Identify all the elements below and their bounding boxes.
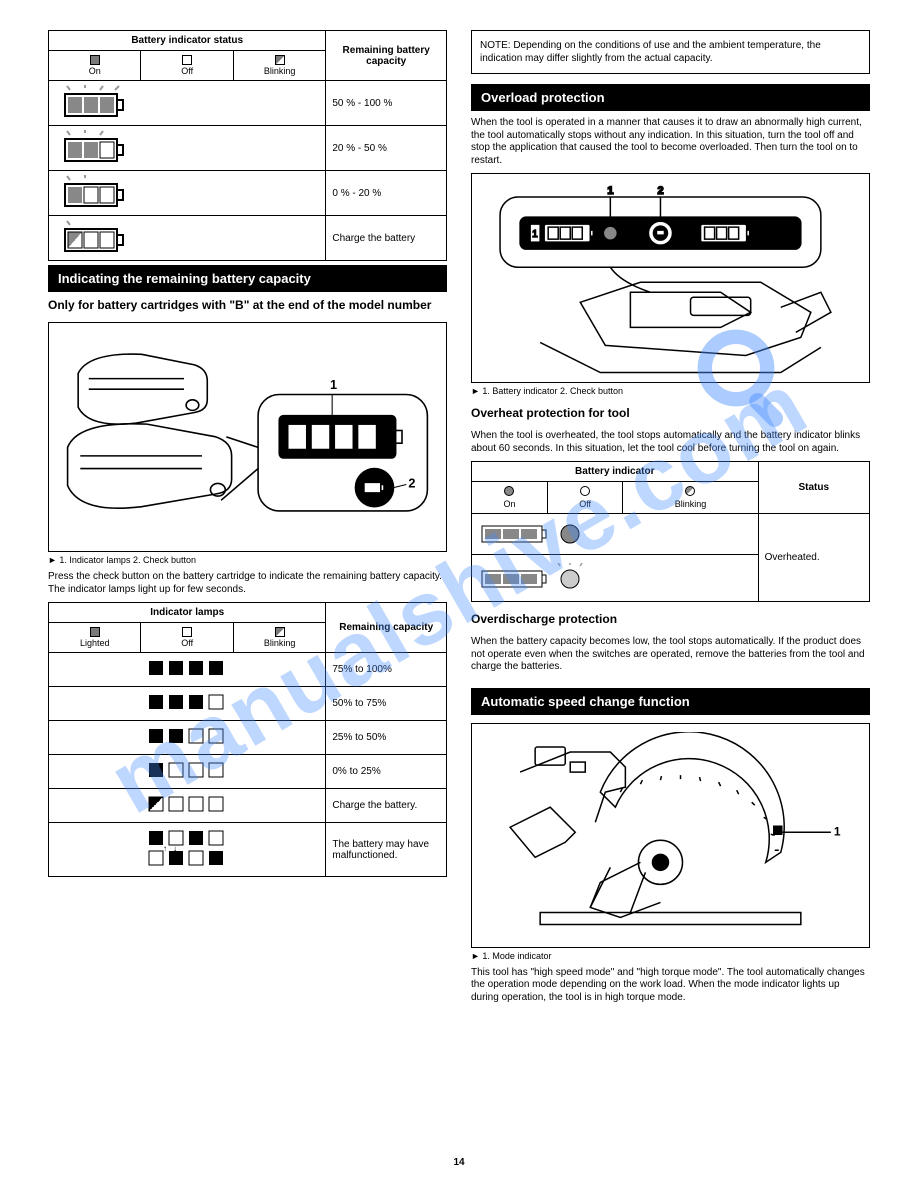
- table1-capacity-cell: 20 % - 50 %: [326, 126, 447, 171]
- table2-row: 50% to 75%: [49, 687, 447, 721]
- battery-icon: [55, 130, 135, 166]
- legend-on-label: On: [55, 66, 134, 76]
- table2-cap: 0% to 25%: [326, 755, 447, 789]
- overdischarge-para: When the battery capacity becomes low, t…: [471, 636, 870, 674]
- overdischarge-title: Overdischarge protection: [471, 612, 870, 626]
- battery-indicator-icon: [480, 522, 590, 546]
- legend-off-icon: [182, 55, 192, 65]
- battery-status-table: Battery indicator status Remaining batte…: [48, 30, 447, 261]
- table1-header-capacity: Remaining battery capacity: [326, 31, 447, 81]
- auto-speed-section-title: Automatic speed change function: [471, 688, 870, 715]
- overheat-title: Overheat protection for tool: [471, 406, 870, 420]
- left-column: Battery indicator status Remaining batte…: [48, 30, 447, 1010]
- battery-indicator-blink-icon: [480, 563, 590, 593]
- table2-header-capacity: Remaining capacity: [326, 603, 447, 653]
- svg-text:1: 1: [607, 185, 613, 197]
- table3-row: Overheated.: [472, 514, 870, 555]
- battery-icon: [55, 85, 135, 121]
- legend-lighted-label: Lighted: [55, 638, 134, 648]
- overload-para: When the tool is operated in a manner th…: [471, 117, 870, 167]
- figure-10-box: 1 2 1 2: [471, 173, 870, 383]
- table1-capacity-cell: 0 % - 20 %: [326, 171, 447, 216]
- table1-capacity-cell: Charge the battery: [326, 216, 447, 261]
- led-off-label: Off: [554, 499, 616, 509]
- figure-9-box: 1 2: [48, 322, 447, 552]
- table2-row: 0% to 25%: [49, 755, 447, 789]
- table1-row: 50 % - 100 %: [49, 81, 447, 126]
- section-title-bar: Indicating the remaining battery capacit…: [48, 265, 447, 292]
- table3-header-lamps: Battery indicator: [472, 462, 759, 482]
- overheat-table: Battery indicator Status On Off Blinking…: [471, 461, 870, 602]
- table2-cap: The battery may have malfunctioned.: [326, 823, 447, 877]
- legend-blink-icon: [275, 55, 285, 65]
- figure-11-label: ► 1. Mode indicator: [471, 951, 870, 961]
- svg-text:2: 2: [408, 477, 415, 491]
- led-blink-icon: [685, 486, 695, 496]
- legend-on-icon: [90, 55, 100, 65]
- table2-row: ↑↓ The battery may have malfunctioned.: [49, 823, 447, 877]
- svg-text:1: 1: [330, 378, 337, 392]
- table2-row: 25% to 50%: [49, 721, 447, 755]
- battery-icon: [55, 220, 135, 256]
- section1-para: Only for battery cartridges with "B" at …: [48, 298, 447, 312]
- overload-section-title: Overload protection: [471, 84, 870, 111]
- figure-9-drawing: 1 2: [57, 331, 438, 564]
- legend-blink-icon: [275, 627, 285, 637]
- led-blink-label: Blinking: [629, 499, 751, 509]
- svg-text:2: 2: [689, 229, 695, 240]
- watermark-magnifier-icon: [688, 320, 808, 440]
- note-box: NOTE: Depending on the conditions of use…: [471, 30, 870, 74]
- legend-blink-label: Blinking: [240, 638, 319, 648]
- table1-row: 20 % - 50 %: [49, 126, 447, 171]
- page-number: 14: [453, 1157, 464, 1168]
- svg-text:1: 1: [532, 229, 538, 240]
- auto-speed-para: This tool has "high speed mode" and "hig…: [471, 967, 870, 1005]
- legend-off-label: Off: [147, 638, 226, 648]
- table2-cap: 50% to 75%: [326, 687, 447, 721]
- overheat-para: When the tool is overheated, the tool st…: [471, 430, 870, 455]
- table2-cap: 75% to 100%: [326, 653, 447, 687]
- table1-header-status: Battery indicator status: [49, 31, 326, 51]
- figure-11-drawing: 1: [480, 732, 861, 948]
- indicator-lamps-table: Indicator lamps Remaining capacity Light…: [48, 602, 447, 877]
- legend-off-label: Off: [147, 66, 226, 76]
- right-column: NOTE: Depending on the conditions of use…: [471, 30, 870, 1010]
- table2-cap: Charge the battery.: [326, 789, 447, 823]
- legend-on-icon: [90, 627, 100, 637]
- led-on-label: On: [478, 499, 541, 509]
- table2-cap: 25% to 50%: [326, 721, 447, 755]
- table2-row: 75% to 100%: [49, 653, 447, 687]
- battery-icon: [55, 175, 135, 211]
- figure-11-box: 1: [471, 723, 870, 948]
- table2-header-lamps: Indicator lamps: [49, 603, 326, 623]
- table3-header-status: Status: [758, 462, 869, 514]
- table3-status-cell: Overheated.: [758, 514, 869, 602]
- svg-text:1: 1: [834, 824, 841, 838]
- table1-row: 0 % - 20 %: [49, 171, 447, 216]
- figure-10-label: ► 1. Battery indicator 2. Check button: [471, 386, 870, 396]
- led-off-icon: [580, 486, 590, 496]
- table2-row: Charge the battery.: [49, 789, 447, 823]
- legend-blink-label: Blinking: [240, 66, 319, 76]
- legend-off-icon: [182, 627, 192, 637]
- svg-text:↑: ↑: [163, 844, 167, 853]
- table1-row: Charge the battery: [49, 216, 447, 261]
- table1-capacity-cell: 50 % - 100 %: [326, 81, 447, 126]
- para2: Press the check button on the battery ca…: [48, 571, 447, 596]
- svg-text:2: 2: [657, 185, 663, 197]
- led-on-icon: [504, 486, 514, 496]
